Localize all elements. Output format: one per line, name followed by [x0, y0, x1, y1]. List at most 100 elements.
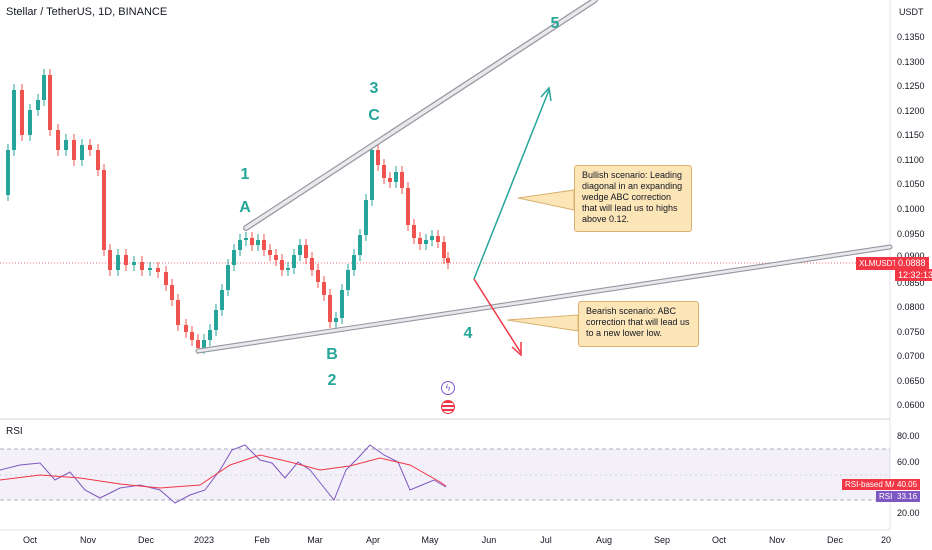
candle-body — [6, 150, 10, 195]
candle-body — [124, 255, 128, 265]
wave-label-a[interactable]: A — [239, 199, 251, 216]
candle-body — [340, 290, 344, 318]
price-tick: 0.1000 — [897, 204, 925, 214]
wave-label-c[interactable]: C — [368, 107, 380, 124]
symbol-title[interactable]: Stellar / TetherUS, 1D, BINANCE — [6, 6, 168, 18]
candle-body — [298, 245, 302, 255]
price-tick: 0.0600 — [897, 400, 925, 410]
candle-body — [238, 240, 242, 250]
time-tick: Mar — [307, 535, 323, 545]
candle-body — [424, 240, 428, 244]
candle-body — [442, 242, 446, 258]
wave-label-5[interactable]: 5 — [550, 15, 560, 32]
candle-body — [364, 200, 368, 235]
candle-body — [406, 188, 410, 225]
candle-body — [156, 268, 160, 272]
rsi-tick: 60.00 — [897, 457, 920, 467]
candle-body — [28, 110, 32, 135]
price-tick: 0.1350 — [897, 32, 925, 42]
candle-body — [88, 145, 92, 150]
candle-body — [140, 262, 144, 270]
candle-body — [310, 258, 314, 270]
rsi-band — [0, 449, 890, 500]
candle-body — [268, 250, 272, 255]
bear-arrow[interactable] — [473, 278, 522, 357]
bar-countdown: 12:32:13 — [895, 269, 932, 281]
time-tick: 2023 — [193, 535, 215, 545]
time-tick: Nov — [79, 535, 97, 545]
candle-body — [244, 238, 248, 240]
time-tick: 20 — [880, 535, 892, 545]
time-tick: Jun — [481, 535, 497, 545]
candle-body — [56, 130, 60, 150]
bearish-callout[interactable]: Bearish scenario: ABC correction that wi… — [578, 301, 699, 347]
price-tick: 0.1150 — [897, 130, 924, 140]
candle-body — [196, 340, 200, 348]
time-tick: Oct — [711, 535, 727, 545]
candle-body — [412, 225, 416, 238]
candle-body — [388, 178, 392, 182]
candle-body — [358, 235, 362, 255]
candle-body — [176, 300, 180, 325]
wedge-lower-line-inner — [196, 245, 892, 353]
candle-body — [280, 260, 284, 270]
candle-body — [64, 140, 68, 150]
wave-label-1[interactable]: 1 — [240, 166, 250, 183]
rsi-value-badge: 33.16 — [894, 491, 921, 502]
price-tick: 0.1100 — [897, 155, 924, 165]
candle-body — [116, 255, 120, 270]
rsi-tick: 20.00 — [897, 508, 920, 518]
candle-body — [292, 255, 296, 268]
candle-body — [48, 75, 52, 130]
candle-body — [328, 295, 332, 322]
wave-label-3[interactable]: 3 — [369, 80, 379, 97]
candle-body — [418, 238, 422, 244]
bullish-callout[interactable]: Bullish scenario: Leading diagonal in an… — [574, 165, 692, 232]
price-tick: 0.0650 — [897, 376, 925, 386]
wave-label-4[interactable]: 4 — [463, 325, 473, 342]
rsi-pane-label[interactable]: RSI — [6, 426, 23, 437]
candle-body — [250, 238, 254, 245]
price-tick: 0.1200 — [897, 106, 925, 116]
bullish-callout-pointer — [517, 189, 575, 211]
candle-body — [190, 332, 194, 340]
bull-arrow[interactable] — [473, 86, 552, 280]
candle-body — [262, 240, 266, 250]
candle-body — [164, 272, 168, 285]
candle-body — [108, 250, 112, 270]
flash-event-icon[interactable]: ϟ — [441, 381, 455, 395]
candle-body — [102, 170, 106, 250]
symbol-price-badge: XLMUSDT — [856, 257, 901, 270]
candle-body — [36, 100, 40, 110]
price-tick: 0.1300 — [897, 57, 925, 67]
candle-body — [170, 285, 174, 300]
rsi-ma-value-badge: 40.05 — [894, 479, 921, 490]
candle-body — [304, 245, 308, 258]
rsi-tick: 80.00 — [897, 431, 920, 441]
price-tick: 0.0750 — [897, 327, 925, 337]
rsi-line — [0, 444, 447, 504]
time-tick: Aug — [595, 535, 613, 545]
candle-body — [232, 250, 236, 265]
candle-body — [96, 150, 100, 170]
wave-label-b[interactable]: B — [326, 346, 338, 363]
candles-group — [6, 69, 450, 354]
time-tick: May — [421, 535, 439, 545]
price-tick: 0.0850 — [897, 278, 925, 288]
candle-body — [376, 150, 380, 165]
candle-body — [220, 290, 224, 310]
price-axis-unit: USDT — [899, 7, 924, 17]
wave-label-2[interactable]: 2 — [327, 372, 337, 389]
time-tick: Dec — [137, 535, 155, 545]
candle-body — [12, 90, 16, 150]
us-flag-event-icon[interactable] — [441, 400, 455, 414]
candle-body — [214, 310, 218, 330]
wedge-upper-line-inner — [244, 0, 597, 230]
candle-body — [346, 270, 350, 290]
last-price-value: 0.0888 — [895, 257, 929, 270]
candle-body — [286, 268, 290, 270]
candle-body — [274, 255, 278, 260]
candle-body — [256, 240, 260, 245]
